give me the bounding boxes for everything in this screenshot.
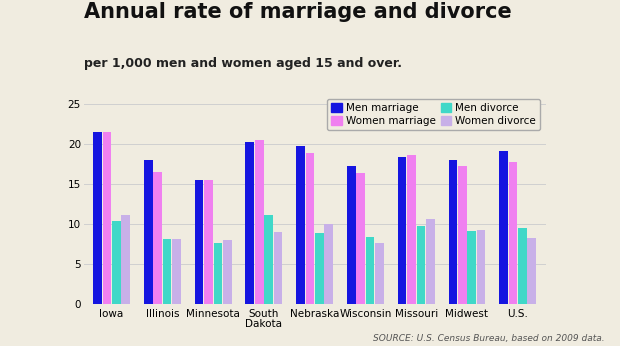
Bar [315,233,324,304]
Bar [499,151,508,304]
Bar [324,224,333,304]
Bar [528,238,536,304]
Bar [366,237,374,304]
Bar [122,215,130,304]
Bar [458,166,466,304]
Bar [273,232,282,304]
Bar [172,239,181,304]
Bar [195,180,203,304]
Bar [508,162,517,304]
Bar [398,157,406,304]
Text: SOURCE: U.S. Census Bureau, based on 2009 data.: SOURCE: U.S. Census Bureau, based on 200… [373,334,604,343]
Bar [407,155,416,304]
Bar [518,228,527,304]
Bar [477,230,485,304]
Bar [112,221,121,304]
Bar [356,173,365,304]
Bar [246,142,254,304]
Bar [347,166,356,304]
Bar [102,132,111,304]
Bar [223,240,231,304]
Bar [467,231,476,304]
Bar [306,153,314,304]
Bar [163,239,171,304]
Bar [417,226,425,304]
Bar [153,172,162,304]
Bar [213,244,222,304]
Bar [296,146,305,304]
Text: Annual rate of marriage and divorce: Annual rate of marriage and divorce [84,2,511,22]
Bar [204,180,213,304]
Bar [426,219,435,304]
Bar [264,215,273,304]
Bar [144,160,153,304]
Bar [375,243,384,304]
Legend: Men marriage, Women marriage, Men divorce, Women divorce: Men marriage, Women marriage, Men divorc… [327,99,541,130]
Text: per 1,000 men and women aged 15 and over.: per 1,000 men and women aged 15 and over… [84,57,402,70]
Bar [448,160,457,304]
Bar [93,132,102,304]
Bar [255,140,264,304]
